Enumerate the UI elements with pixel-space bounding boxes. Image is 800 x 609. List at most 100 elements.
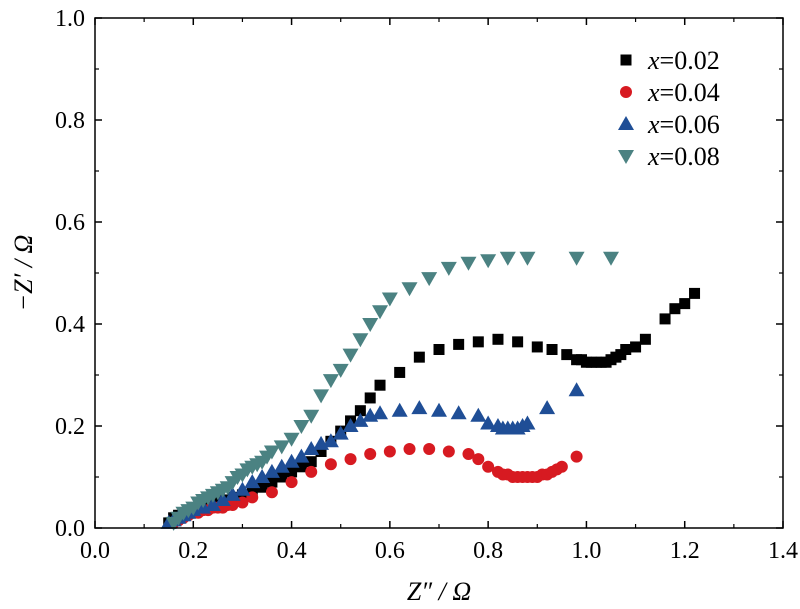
x-tick-label: 0.0 [80, 538, 110, 564]
y-tick-label: 0.4 [55, 312, 85, 338]
data-point [295, 461, 307, 473]
data-point [413, 351, 425, 363]
x-tick-label: 1.4 [768, 538, 798, 564]
legend-label: x=0.06 [647, 110, 720, 139]
y-tick-label: 0.6 [55, 210, 85, 236]
data-point [453, 338, 465, 350]
legend-marker [620, 86, 632, 98]
data-point [364, 392, 376, 404]
data-point [472, 336, 484, 348]
data-point [442, 445, 455, 458]
data-point [374, 379, 386, 391]
data-point [440, 261, 457, 276]
data-point [568, 251, 585, 266]
data-point [531, 341, 543, 353]
data-point [352, 333, 369, 348]
data-point [204, 497, 221, 512]
data-point [214, 491, 231, 506]
x-tick-label: 0.2 [178, 538, 208, 564]
data-point [263, 445, 280, 460]
data-point [303, 409, 320, 424]
data-point [519, 415, 536, 430]
data-point [313, 389, 330, 404]
legend-marker [620, 54, 632, 66]
data-point [689, 287, 701, 299]
data-point [403, 442, 416, 455]
data-point [303, 440, 320, 455]
legend-marker [618, 150, 634, 164]
x-tick-label: 1.0 [571, 538, 601, 564]
data-point [492, 333, 504, 345]
legend: x=0.02 x=0.04 x=0.06 x=0.08 [618, 46, 720, 171]
data-point [226, 499, 239, 512]
x-tick-label: 1.2 [670, 538, 700, 564]
data-point [639, 333, 651, 345]
tick-labels: 0.0 0.2 0.4 0.6 0.8 1.0 1.2 1.4 0.0 0.2 0.4 0.6 0.8 1… [55, 6, 798, 564]
data-point [679, 298, 691, 310]
data-point [322, 374, 339, 389]
legend-label: x=0.02 [647, 46, 720, 75]
data-point [659, 313, 671, 325]
data-point [293, 420, 310, 434]
data-point [568, 382, 585, 397]
data-point [391, 402, 408, 417]
data-point [423, 442, 436, 455]
data-point [630, 341, 642, 353]
data-point [539, 400, 556, 415]
data-point [224, 486, 241, 501]
y-axis-title: −Z′ / Ω [9, 235, 38, 312]
x-tick-label: 0.6 [375, 538, 405, 564]
data-point [372, 405, 389, 420]
data-point [620, 344, 632, 355]
data-point [450, 405, 467, 420]
legend-marker [618, 116, 634, 130]
data-point [234, 481, 251, 496]
data-point [283, 453, 300, 468]
data-point [254, 469, 271, 483]
data-point [480, 415, 497, 430]
data-point [603, 251, 619, 266]
data-point [265, 486, 278, 499]
data-point [332, 363, 349, 378]
data-point [305, 456, 317, 468]
data-point [362, 318, 379, 332]
data-point [273, 458, 290, 473]
data-point [342, 418, 359, 432]
y-tick-label: 0.8 [55, 108, 85, 134]
data-point [344, 453, 357, 466]
x-axis-title: Z″ / Ω [407, 577, 471, 606]
data-point [519, 251, 536, 266]
data-point [482, 460, 495, 473]
data-point [411, 400, 428, 415]
data-point [315, 446, 327, 457]
data-point [401, 282, 418, 297]
legend-label: x=0.08 [647, 142, 720, 171]
data-point [480, 254, 497, 269]
data-point [546, 344, 558, 355]
data-point [322, 433, 339, 448]
y-tick-label: 1.0 [55, 6, 85, 32]
data-point [273, 440, 290, 455]
data-point [431, 402, 447, 417]
axis-ticks [94, 17, 784, 529]
data-point [561, 349, 573, 361]
data-point [244, 474, 261, 489]
data-point [460, 256, 477, 271]
data-point [263, 463, 280, 478]
data-point [383, 445, 396, 458]
x-tick-label: 0.4 [277, 538, 307, 564]
data-point [570, 450, 583, 463]
data-point [256, 481, 268, 493]
data-point [433, 344, 445, 355]
data-point [499, 251, 516, 266]
series-triangle-down [165, 251, 619, 531]
data-point [372, 305, 389, 320]
y-tick-label: 0.2 [55, 414, 85, 440]
y-tick-label: 0.0 [55, 516, 85, 542]
data-point [364, 448, 377, 461]
data-point [462, 448, 475, 461]
data-point [421, 272, 438, 287]
data-point [472, 453, 485, 466]
x-tick-label: 0.8 [473, 538, 503, 564]
legend-label: x=0.04 [647, 78, 720, 107]
